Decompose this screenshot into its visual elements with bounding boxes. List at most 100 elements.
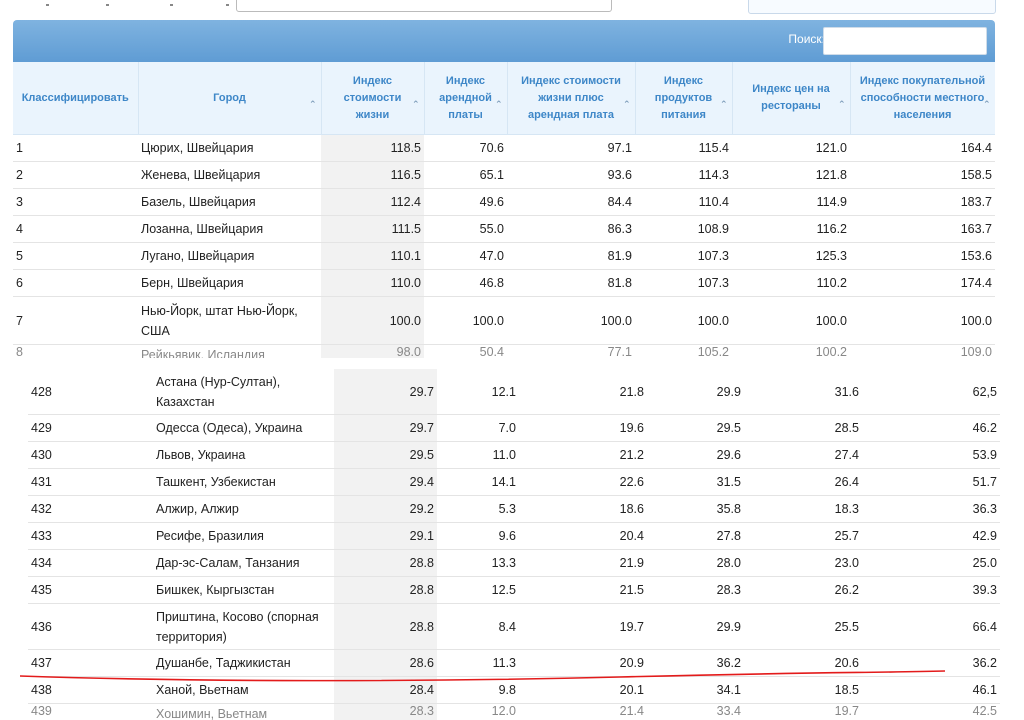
cell-rent: 12.1 xyxy=(437,369,519,415)
cell-city: Дар-эс-Салам, Танзания xyxy=(153,549,334,577)
cell-groceries: 34.1 xyxy=(647,676,744,704)
cell-rank: 428 xyxy=(28,369,153,415)
table-row: 432 Алжир, Алжир 29.2 5.3 18.6 35.8 18.3 36.3 xyxy=(28,495,1000,523)
col-header-cost-plus-rent[interactable]: Индекс стоимости жизни плюс арендная пла… xyxy=(507,62,636,135)
col-header-rent-index[interactable]: Индекс арендной платы ⌃ xyxy=(424,62,508,135)
cell-city: Ташкент, Узбекистан xyxy=(153,468,334,496)
ranking-table-continued: 428 Астана (Нур-Султан), Казахстан 29.7 12.… xyxy=(28,369,1000,720)
cell-costrent: 19.7 xyxy=(519,603,647,650)
cropped-input[interactable] xyxy=(236,0,612,12)
table-row: 435 Бишкек, Кыргызстан 28.8 12.5 21.5 28.3 26.… xyxy=(28,576,1000,604)
sort-icon: ⌃ xyxy=(411,99,420,109)
table-row: 434 Дар-эс-Салам, Танзания 28.8 13.3 21.9 28.… xyxy=(28,549,1000,577)
cell-purchasing: 46.2 xyxy=(862,414,1000,442)
cell-rank: 6 xyxy=(13,269,138,297)
col-header-restaurants[interactable]: Индекс цен на рестораны ⌃ xyxy=(732,62,851,135)
cell-purchasing: 51.7 xyxy=(862,468,1000,496)
cell-purchasing: 174.4 xyxy=(850,269,995,297)
cell-restaurants: 121.0 xyxy=(732,134,850,162)
cell-cost: 112.4 xyxy=(321,188,424,216)
cell-purchasing: 109.0 xyxy=(850,344,995,358)
cell-costrent: 100.0 xyxy=(507,296,635,345)
cell-rank: 436 xyxy=(28,603,153,650)
table-row: 433 Ресифе, Бразилия 29.1 9.6 20.4 27.8 25.7 42… xyxy=(28,522,1000,550)
cell-city: Львов, Украина xyxy=(153,441,334,469)
search-input[interactable] xyxy=(823,27,987,55)
cell-groceries: 114.3 xyxy=(635,161,732,189)
cell-costrent: 22.6 xyxy=(519,468,647,496)
cell-restaurants: 20.6 xyxy=(744,649,862,677)
cell-city: Цюрих, Швейцария xyxy=(138,134,321,162)
cell-rank: 435 xyxy=(28,576,153,604)
cell-rent: 11.0 xyxy=(437,441,519,469)
table-row: 5 Лугано, Швейцария 110.1 47.0 81.9 107.3 125.… xyxy=(13,242,995,270)
cell-costrent: 21.4 xyxy=(519,703,647,720)
cell-restaurants: 31.6 xyxy=(744,369,862,415)
search-label: Поиск: xyxy=(788,32,825,46)
cell-costrent: 18.6 xyxy=(519,495,647,523)
cell-purchasing: 153.6 xyxy=(850,242,995,270)
cell-restaurants: 114.9 xyxy=(732,188,850,216)
table-row: 430 Львов, Украина 29.5 11.0 21.2 29.6 27.4 53.… xyxy=(28,441,1000,469)
cell-cost: 100.0 xyxy=(321,296,424,345)
cell-restaurants: 100.0 xyxy=(732,296,850,345)
cell-city: Женева, Швейцария xyxy=(138,161,321,189)
cell-rent: 14.1 xyxy=(437,468,519,496)
table-row: 1 Цюрих, Швейцария 118.5 70.6 97.1 115.4 121.0… xyxy=(13,134,995,162)
cell-restaurants: 26.4 xyxy=(744,468,862,496)
ranking-table-bottom: 428 Астана (Нур-Султан), Казахстан 29.7 12.… xyxy=(28,369,1000,720)
cell-groceries: 110.4 xyxy=(635,188,732,216)
cell-costrent: 20.1 xyxy=(519,676,647,704)
cropped-box xyxy=(748,0,996,14)
cell-purchasing: 42.9 xyxy=(862,522,1000,550)
cell-cost: 118.5 xyxy=(321,134,424,162)
cell-rent: 100.0 xyxy=(424,296,507,345)
cell-restaurants: 18.3 xyxy=(744,495,862,523)
col-header-rank[interactable]: Классифицировать xyxy=(13,62,139,135)
col-header-city[interactable]: Город ⌃ xyxy=(138,62,322,135)
cell-cost: 28.6 xyxy=(334,649,437,677)
col-header-purchasing-power[interactable]: Индекс покупательной способности местног… xyxy=(850,62,995,135)
cell-groceries: 29.9 xyxy=(647,369,744,415)
table-row: 7 Нью-Йорк, штат Нью-Йорк, США 100.0 100.0 1… xyxy=(13,296,995,345)
cell-cost: 28.8 xyxy=(334,603,437,650)
cell-rank: 8 xyxy=(13,344,138,358)
cell-cost: 29.5 xyxy=(334,441,437,469)
cell-rank: 1 xyxy=(13,134,138,162)
col-header-groceries[interactable]: Индекс продуктов питания ⌃ xyxy=(635,62,733,135)
cell-cost: 28.8 xyxy=(334,549,437,577)
cell-costrent: 86.3 xyxy=(507,215,635,243)
cell-rent: 7.0 xyxy=(437,414,519,442)
cell-restaurants: 100.2 xyxy=(732,344,850,358)
cell-groceries: 107.3 xyxy=(635,269,732,297)
table-row: 6 Берн, Швейцария 110.0 46.8 81.8 107.3 110.2 1… xyxy=(13,269,995,297)
cell-cost: 29.4 xyxy=(334,468,437,496)
cell-rent: 70.6 xyxy=(424,134,507,162)
top-fragment xyxy=(0,0,1024,18)
table-row: 431 Ташкент, Узбекистан 29.4 14.1 22.6 31.5 26… xyxy=(28,468,1000,496)
cell-costrent: 21.5 xyxy=(519,576,647,604)
cell-cost: 28.3 xyxy=(334,703,437,720)
cell-rent: 11.3 xyxy=(437,649,519,677)
cell-groceries: 33.4 xyxy=(647,703,744,720)
cell-purchasing: 36.3 xyxy=(862,495,1000,523)
cell-restaurants: 26.2 xyxy=(744,576,862,604)
cell-rent: 12.0 xyxy=(437,703,519,720)
cell-costrent: 20.9 xyxy=(519,649,647,677)
cell-purchasing: 183.7 xyxy=(850,188,995,216)
cell-rent: 12.5 xyxy=(437,576,519,604)
cell-costrent: 84.4 xyxy=(507,188,635,216)
cell-rent: 9.6 xyxy=(437,522,519,550)
table-row: 4 Лозанна, Швейцария 111.5 55.0 86.3 108.9 116… xyxy=(13,215,995,243)
table-row: 8 Рейкьявик, Исландия 98.0 50.4 77.1 105.2 100… xyxy=(13,344,995,358)
cell-restaurants: 110.2 xyxy=(732,269,850,297)
cell-city: Лозанна, Швейцария xyxy=(138,215,321,243)
cell-groceries: 31.5 xyxy=(647,468,744,496)
cell-groceries: 107.3 xyxy=(635,242,732,270)
cell-costrent: 93.6 xyxy=(507,161,635,189)
cell-groceries: 100.0 xyxy=(635,296,732,345)
cell-cost: 29.7 xyxy=(334,369,437,415)
ranking-table: Классифицировать Город ⌃ Индекс стоимости… xyxy=(13,62,995,358)
col-header-cost-index[interactable]: Индекс стоимости жизни ⌃ xyxy=(321,62,425,135)
cell-purchasing: 158.5 xyxy=(850,161,995,189)
